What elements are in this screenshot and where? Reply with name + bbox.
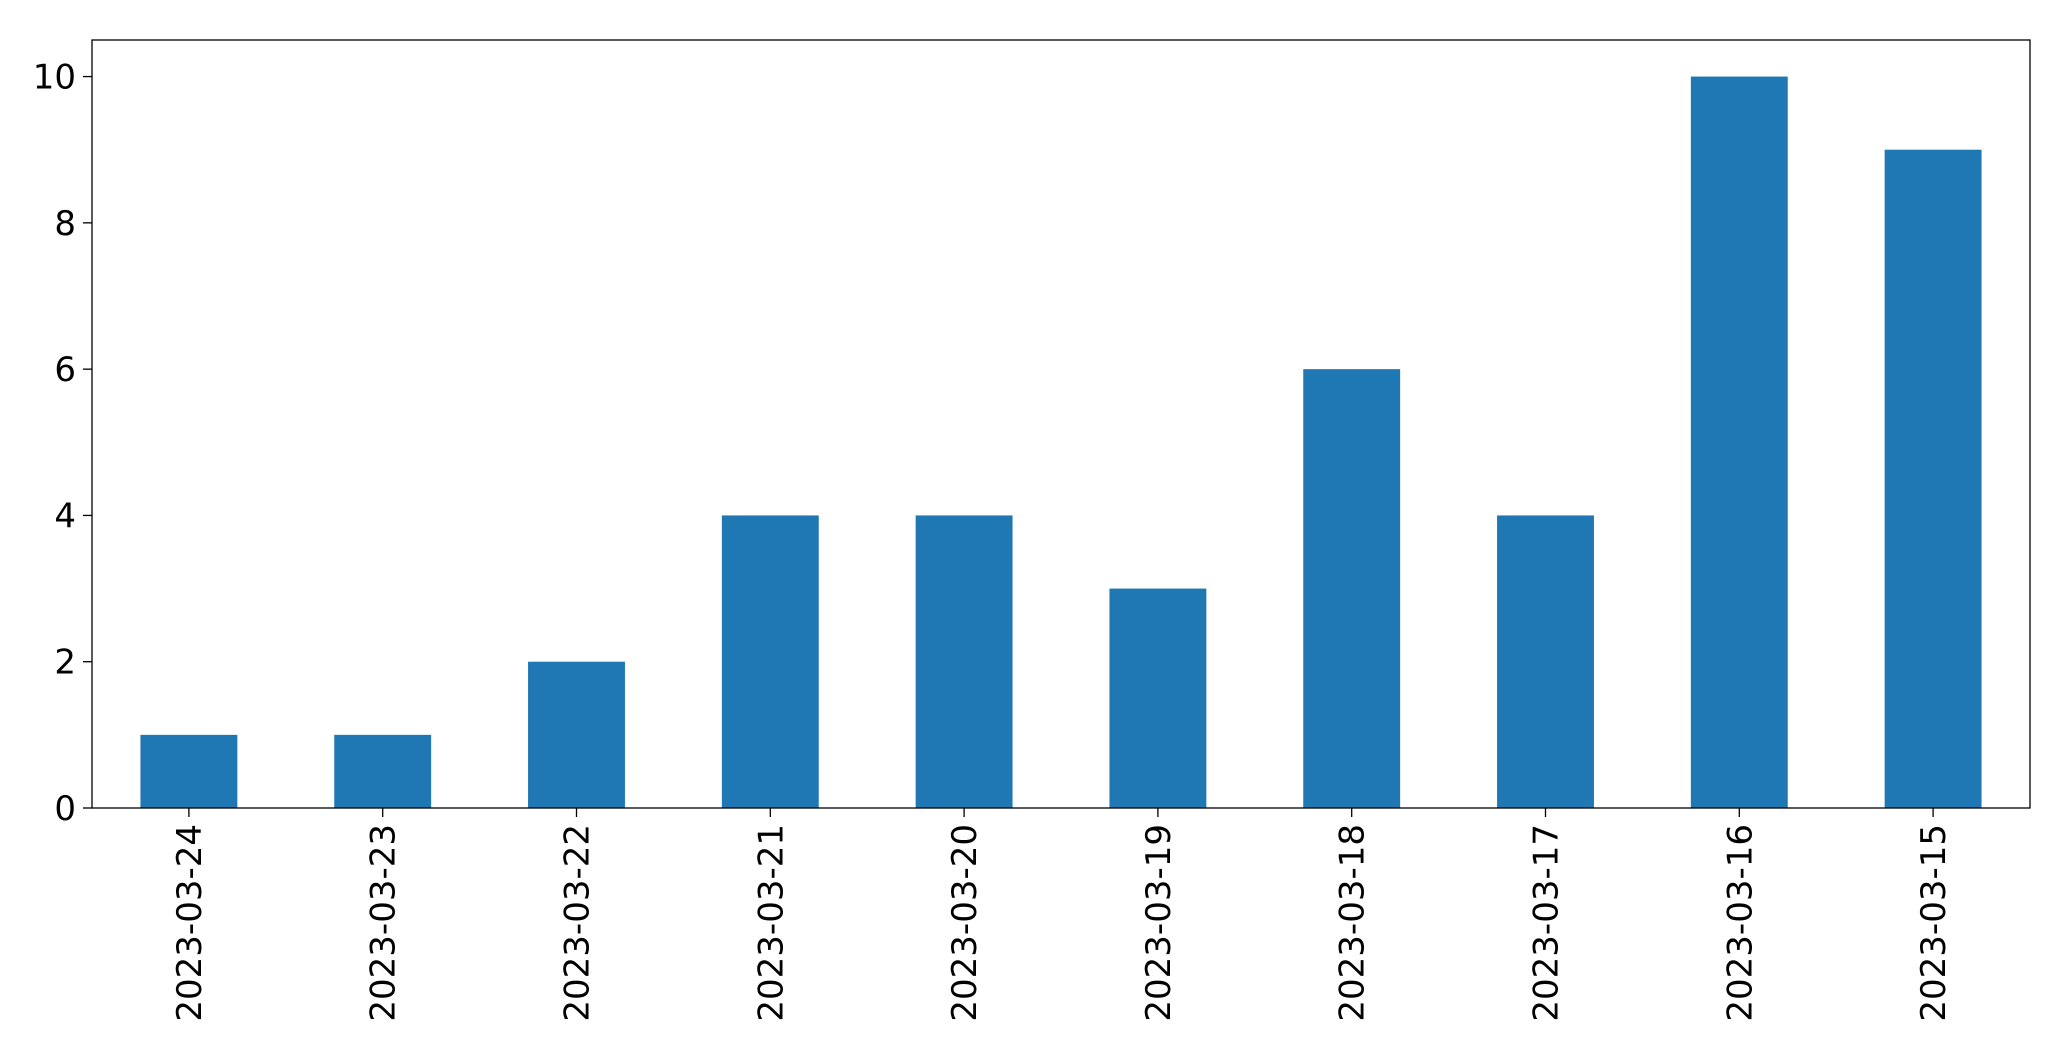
bar xyxy=(1690,76,1788,809)
bar xyxy=(140,734,238,808)
x-tick-label: 2023-03-19 xyxy=(1139,824,1179,1022)
bar xyxy=(1884,149,1982,808)
y-tick-label: 4 xyxy=(54,496,76,536)
x-tick-label: 2023-03-22 xyxy=(558,824,598,1022)
x-tick-label: 2023-03-18 xyxy=(1333,824,1373,1022)
x-tick-label: 2023-03-24 xyxy=(170,824,210,1022)
bar xyxy=(1303,369,1401,808)
x-tick-label: 2023-03-17 xyxy=(1527,824,1567,1022)
plot-frame xyxy=(91,39,2031,809)
x-tick-label: 2023-03-23 xyxy=(364,824,404,1022)
x-tick-label: 2023-03-20 xyxy=(945,824,985,1022)
x-tick-label: 2023-03-21 xyxy=(751,824,791,1022)
bar xyxy=(334,734,432,808)
bar xyxy=(721,515,819,808)
bar xyxy=(1497,515,1594,808)
bar xyxy=(528,661,625,808)
x-tick-label: 2023-03-15 xyxy=(1914,824,1954,1022)
y-tick-label: 10 xyxy=(33,58,76,98)
y-tick-label: 8 xyxy=(54,204,76,244)
bar xyxy=(915,515,1013,808)
bar xyxy=(1109,588,1207,808)
y-tick-label: 6 xyxy=(54,350,76,390)
x-tick-label: 2023-03-16 xyxy=(1720,824,1760,1022)
y-tick-label: 0 xyxy=(54,789,76,829)
y-tick-label: 2 xyxy=(54,643,76,683)
